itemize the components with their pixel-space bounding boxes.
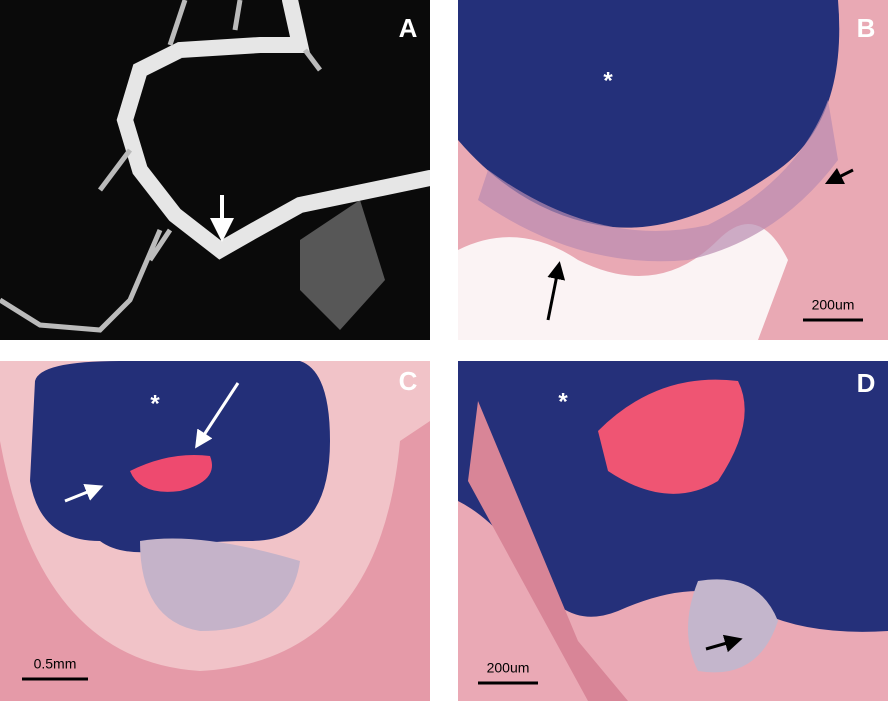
- scale-label: 200um: [487, 660, 530, 676]
- panel-label: B: [857, 13, 876, 43]
- scale-label: 200um: [812, 297, 855, 313]
- asterisk: *: [603, 67, 613, 94]
- panel-label: D: [857, 368, 876, 398]
- panel-label: A: [399, 13, 418, 43]
- panel-a: A: [0, 0, 430, 340]
- asterisk: *: [150, 390, 160, 417]
- scale-label: 0.5mm: [34, 656, 77, 672]
- panel-c: * C 0.5mm: [0, 361, 430, 701]
- asterisk: *: [558, 388, 568, 415]
- panel-d: * D 200um: [458, 361, 888, 701]
- panel-b: * B 200um: [458, 0, 888, 340]
- panel-label: C: [399, 366, 418, 396]
